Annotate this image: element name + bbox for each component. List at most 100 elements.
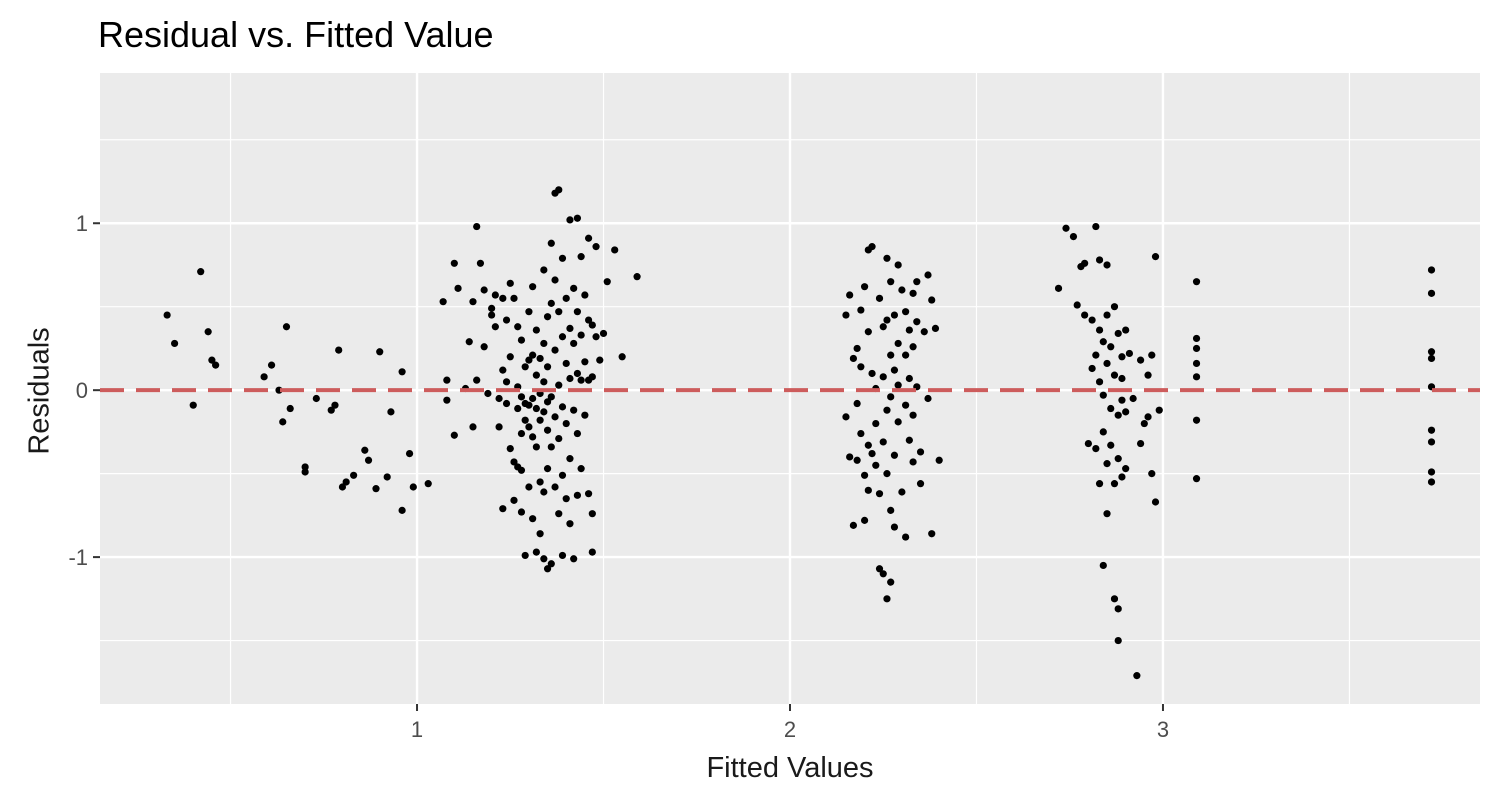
- data-point: [521, 416, 529, 424]
- data-point: [887, 351, 895, 359]
- data-point: [510, 458, 518, 466]
- data-point: [1103, 460, 1111, 468]
- data-point: [1129, 394, 1137, 403]
- data-point: [1140, 419, 1148, 428]
- data-point: [1092, 351, 1100, 359]
- data-point: [1192, 344, 1201, 353]
- data-point: [860, 516, 869, 524]
- data-point: [543, 426, 552, 434]
- data-point: [890, 451, 899, 459]
- data-point: [372, 485, 380, 493]
- data-point: [480, 343, 488, 351]
- y-tick-label: 1: [76, 211, 88, 236]
- data-point: [924, 394, 932, 403]
- data-point: [517, 393, 526, 401]
- data-point: [443, 396, 451, 404]
- data-point: [1095, 256, 1104, 264]
- data-point: [883, 470, 891, 478]
- data-point: [387, 408, 395, 416]
- data-point: [577, 253, 585, 261]
- data-point: [473, 376, 481, 384]
- data-point: [376, 348, 384, 356]
- data-point: [916, 480, 925, 488]
- data-point: [383, 473, 391, 481]
- data-point: [577, 465, 585, 473]
- data-point: [894, 418, 902, 426]
- data-point: [1099, 338, 1107, 346]
- data-point: [465, 338, 473, 346]
- data-point: [853, 456, 861, 464]
- data-point: [1125, 349, 1134, 358]
- data-point: [1107, 404, 1115, 413]
- data-point: [361, 446, 369, 454]
- data-point: [913, 278, 921, 286]
- data-point: [208, 356, 216, 364]
- data-point: [1118, 473, 1126, 481]
- data-point: [573, 369, 582, 378]
- data-point: [562, 495, 570, 503]
- data-point: [499, 366, 507, 374]
- data-point: [469, 298, 477, 306]
- data-point: [581, 358, 589, 366]
- data-point: [1054, 284, 1063, 292]
- data-point: [551, 413, 559, 421]
- data-point: [517, 508, 526, 516]
- data-point: [920, 328, 928, 336]
- data-point: [1092, 222, 1100, 231]
- data-point: [857, 306, 865, 314]
- data-point: [570, 339, 578, 348]
- data-point: [543, 565, 552, 573]
- data-point: [558, 333, 567, 341]
- data-point: [868, 450, 876, 458]
- data-point: [924, 271, 932, 279]
- data-point: [857, 363, 865, 371]
- data-point: [1114, 329, 1122, 338]
- data-point: [1192, 373, 1201, 381]
- x-axis-label: Fitted Values: [706, 752, 874, 784]
- data-point: [890, 311, 899, 319]
- data-point: [931, 324, 940, 333]
- data-point: [439, 298, 447, 306]
- data-point: [540, 408, 548, 416]
- data-point: [532, 443, 540, 451]
- data-point: [584, 234, 593, 242]
- data-point: [529, 283, 537, 291]
- data-point: [868, 243, 876, 251]
- data-point: [1103, 311, 1111, 319]
- data-point: [342, 478, 350, 486]
- data-point: [1133, 672, 1141, 680]
- data-point: [1110, 595, 1119, 603]
- data-point: [312, 394, 320, 403]
- data-point: [536, 354, 544, 363]
- data-point: [525, 423, 533, 431]
- data-point: [450, 431, 458, 439]
- data-point: [521, 363, 529, 371]
- chart-title: Residual vs. Fitted Value: [98, 14, 494, 55]
- data-point: [1103, 261, 1111, 269]
- data-point: [1114, 411, 1122, 419]
- data-point: [409, 483, 417, 491]
- data-point: [543, 313, 552, 321]
- data-point: [868, 369, 876, 378]
- data-point: [1427, 348, 1436, 356]
- data-point: [842, 311, 850, 319]
- data-point: [853, 399, 861, 408]
- data-point: [1088, 316, 1096, 324]
- data-point: [611, 246, 619, 254]
- data-point: [555, 186, 563, 194]
- data-point: [551, 346, 559, 354]
- data-point: [1427, 354, 1436, 363]
- data-point: [1110, 303, 1119, 311]
- data-point: [405, 450, 414, 458]
- data-point: [469, 423, 477, 431]
- data-point: [1069, 232, 1078, 241]
- data-point: [517, 336, 526, 344]
- data-point: [502, 378, 511, 386]
- data-point: [864, 328, 872, 336]
- data-point: [902, 533, 910, 541]
- data-point: [581, 291, 589, 299]
- data-point: [935, 456, 943, 464]
- data-point: [282, 323, 291, 331]
- data-point: [566, 216, 574, 224]
- data-point: [883, 316, 891, 324]
